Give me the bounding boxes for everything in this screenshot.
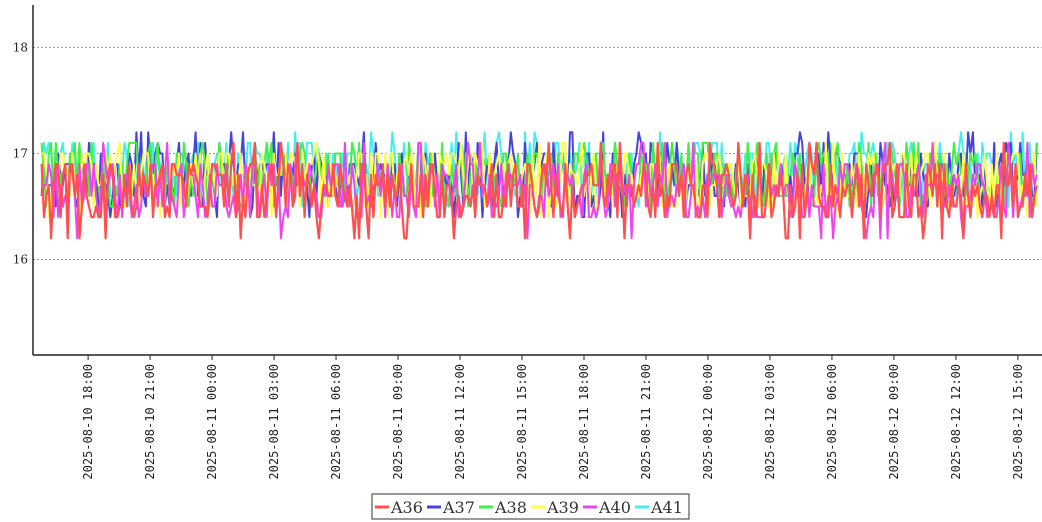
legend: A36 A37 A38 A39 A40 A41: [371, 493, 690, 520]
legend-label-a38: A38: [494, 498, 527, 517]
y-tick-label: 18: [13, 40, 28, 54]
y-axis-ticks: 16 17 18: [13, 40, 28, 266]
series-lines: [40, 131, 1038, 240]
legend-label-a41: A41: [650, 498, 683, 517]
x-tick-label: 2025-08-11 18:00: [577, 364, 591, 480]
x-tick-label: 2025-08-12 09:00: [887, 364, 901, 480]
x-tick-label: 2025-08-12 00:00: [701, 364, 715, 480]
y-tick-label: 16: [13, 253, 28, 267]
series-line-a39: [41, 141, 1038, 219]
x-tick-label: 2025-08-11 15:00: [515, 364, 529, 480]
x-tick-label: 2025-08-10 21:00: [143, 364, 157, 480]
x-tick-label: 2025-08-11 06:00: [329, 364, 343, 480]
x-tick-label: 2025-08-12 06:00: [825, 364, 839, 480]
x-tick-label: 2025-08-11 09:00: [391, 364, 405, 480]
x-tick-label: 2025-08-12 03:00: [763, 364, 777, 480]
legend-label-a39: A39: [546, 498, 579, 517]
y-tick-label: 17: [13, 146, 28, 160]
legend-items: A36 A37 A38 A39 A40 A41: [375, 498, 683, 517]
x-tick-label: 2025-08-11 03:00: [267, 364, 281, 480]
x-tick-label: 2025-08-10 18:00: [81, 364, 95, 480]
x-tick-label: 2025-08-11 21:00: [639, 364, 653, 480]
x-axis-ticks: 2025-08-10 18:00 2025-08-10 21:00 2025-08-…: [81, 355, 1025, 480]
x-tick-label: 2025-08-12 12:00: [949, 364, 963, 480]
legend-label-a40: A40: [598, 498, 631, 517]
x-tick-label: 2025-08-11 12:00: [453, 364, 467, 480]
legend-label-a37: A37: [442, 498, 475, 517]
x-tick-label: 2025-08-11 00:00: [205, 364, 219, 480]
series-line-a36: [40, 141, 1038, 240]
x-tick-label: 2025-08-12 15:00: [1011, 364, 1025, 480]
legend-label-a36: A36: [390, 498, 423, 517]
